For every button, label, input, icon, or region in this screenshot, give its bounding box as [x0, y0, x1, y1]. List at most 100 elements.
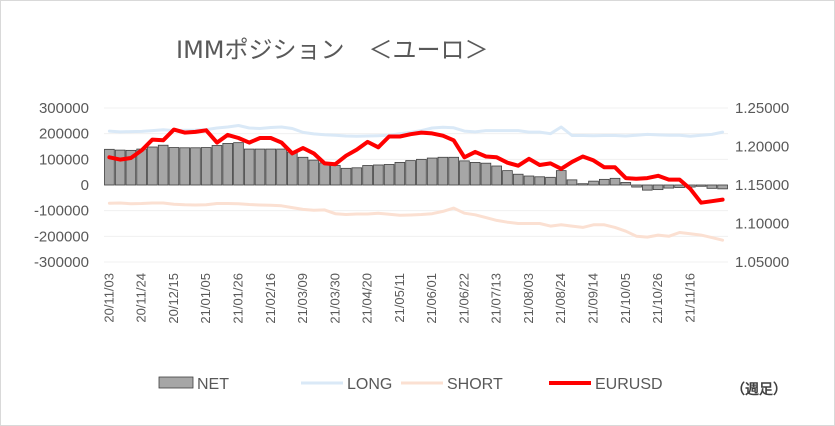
net-bar [545, 176, 556, 186]
x-tick-label: 21/01/05 [198, 273, 213, 324]
net-bar [319, 162, 330, 186]
x-tick-label: 21/04/20 [360, 273, 375, 324]
net-bar [179, 147, 190, 186]
x-tick-label: 20/11/03 [101, 273, 116, 323]
legend-swatch-net [158, 376, 194, 389]
net-bar [125, 149, 137, 186]
x-tick-label: 21/10/26 [650, 273, 665, 324]
y-axis-right: 1.25000 1.20000 1.15000 1.10000 1.05000 [735, 100, 789, 271]
net-bar [491, 165, 502, 186]
y-right-tick-label: 1.05000 [735, 254, 789, 271]
x-tick-label: 21/09/14 [586, 273, 601, 324]
net-bar [297, 156, 309, 186]
unit-note: （週足） [731, 382, 787, 398]
y-axis-left: 300000 200000 100000 0 -100000 -200000 -300000 [34, 100, 89, 271]
x-tick-label: 21/06/22 [456, 273, 471, 324]
eurusd-line [107, 127, 725, 205]
x-tick-label: 20/11/24 [134, 273, 149, 323]
x-tick-label: 21/08/24 [553, 273, 568, 324]
net-bar [383, 164, 395, 186]
net-bar [512, 173, 524, 186]
net-bar [114, 149, 126, 186]
net-bar [157, 144, 169, 186]
legend-label: EURUSD [595, 376, 663, 393]
net-bar [609, 177, 621, 186]
x-tick-label: 21/05/11 [392, 273, 407, 323]
y-left-tick-label: -200000 [34, 228, 89, 245]
legend-label: LONG [347, 376, 392, 393]
net-bar [588, 180, 599, 186]
net-bar [674, 184, 685, 188]
y-left-tick-label: -100000 [34, 203, 89, 220]
y-right-tick-label: 1.10000 [735, 216, 789, 233]
x-axis: 20/11/03 20/11/24 20/12/15 21/01/05 21/01/26… [101, 273, 697, 324]
net-bar [168, 147, 180, 186]
y-left-tick-label: 300000 [39, 100, 89, 117]
net-bar [211, 145, 223, 186]
net-bar [523, 175, 535, 186]
x-tick-label: 21/01/26 [230, 273, 245, 324]
net-bar [577, 183, 589, 186]
net-bar [243, 148, 255, 186]
x-tick-label: 20/12/15 [166, 273, 181, 324]
net-bar [373, 164, 384, 186]
legend: NET LONG SHORT EURUSD [158, 376, 663, 393]
net-bar [104, 148, 115, 186]
short-line [107, 201, 725, 242]
net-bar [652, 184, 664, 191]
net-bar [190, 147, 201, 186]
net-bar [620, 182, 632, 186]
net-bar [351, 167, 363, 186]
net-bar [642, 184, 653, 191]
x-tick-label: 21/06/01 [424, 273, 439, 324]
net-bar [437, 156, 449, 186]
net-bar [695, 184, 707, 187]
net-bar [566, 179, 578, 186]
y-left-tick-label: 100000 [39, 151, 89, 168]
net-bar [459, 160, 470, 186]
series-lines [107, 124, 725, 242]
net-bar [254, 148, 266, 186]
chart-title: IMMポジション ＜ユーロ＞ [176, 36, 489, 64]
net-bar [631, 184, 642, 188]
net-bar [663, 184, 675, 189]
net-bar [330, 165, 341, 186]
net-bar [362, 165, 373, 186]
net-bar [534, 176, 546, 186]
net-bar [502, 170, 513, 186]
net-bar [405, 160, 416, 186]
net-bar [340, 167, 352, 186]
y-right-tick-label: 1.20000 [735, 139, 789, 156]
y-right-tick-label: 1.25000 [735, 100, 789, 117]
net-bar [265, 148, 277, 186]
net-bar [555, 170, 567, 186]
x-tick-label: 21/03/09 [295, 273, 310, 324]
net-bar [426, 157, 438, 186]
legend-label: NET [197, 376, 229, 393]
net-bar [416, 158, 427, 186]
x-tick-label: 21/02/16 [263, 273, 278, 324]
y-right-tick-label: 1.15000 [735, 177, 789, 194]
net-bar [276, 148, 287, 186]
x-tick-label: 21/03/30 [327, 273, 342, 324]
net-bar [448, 156, 459, 186]
x-tick-label: 21/08/03 [521, 273, 536, 324]
y-left-tick-label: 0 [81, 177, 89, 194]
net-bar [394, 162, 406, 186]
net-bar [286, 151, 298, 186]
net-bar [717, 184, 728, 190]
net-bar [147, 146, 158, 186]
legend-label: SHORT [447, 376, 503, 393]
net-bar [706, 184, 718, 189]
x-tick-label: 21/07/13 [489, 273, 504, 324]
net-bar [233, 142, 244, 186]
net-bar [200, 147, 212, 186]
net-bar [308, 159, 320, 186]
y-left-tick-label: 200000 [39, 126, 89, 143]
net-bars [104, 142, 728, 191]
net-bar [480, 162, 492, 186]
net-bar [222, 143, 234, 186]
net-bar [598, 178, 610, 186]
